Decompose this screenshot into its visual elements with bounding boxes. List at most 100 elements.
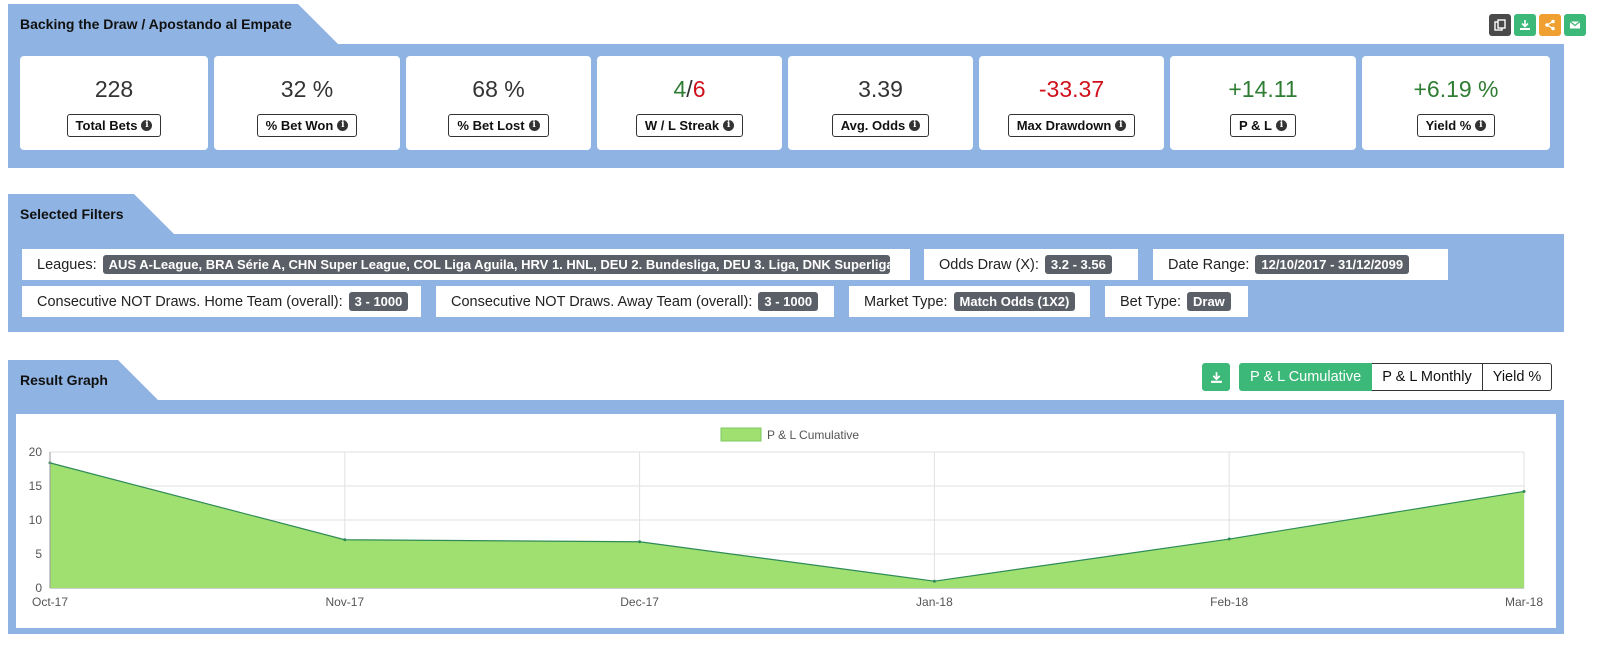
y-tick-label: 0 — [35, 581, 42, 595]
info-icon: i — [528, 120, 540, 131]
filter-market-type[interactable]: Market Type: Match Odds (1X2) — [849, 286, 1090, 317]
filter-odds-draw-value: 3.2 - 3.56 — [1044, 255, 1112, 274]
card-avg-odds: 3.39 Avg. Odds i — [788, 56, 973, 150]
download-icon — [1210, 371, 1222, 383]
y-tick-label: 15 — [29, 479, 43, 493]
filter-date-range[interactable]: Date Range: 12/10/2017 - 31/12/2099 — [1153, 249, 1448, 280]
bet-won-value: 32 % — [280, 76, 334, 102]
filter-market-type-label: Market Type: — [864, 293, 948, 310]
chart-mode-toggle: P & L Cumulative P & L Monthly Yield % — [1239, 363, 1553, 391]
filter-leagues[interactable]: Leagues: AUS A-League, BRA Série A, CHN … — [22, 249, 910, 280]
filter-bet-type-value: Draw — [1187, 292, 1231, 311]
chart-download-button[interactable] — [1202, 363, 1230, 391]
stats-cards: 228 Total Bets i 32 % % Bet Won i 68 % % B… — [20, 56, 1550, 150]
x-tick-label: Oct-17 — [32, 595, 68, 609]
data-point — [932, 579, 936, 583]
x-tick-label: Feb-18 — [1210, 595, 1248, 609]
page-title: Backing the Draw / Apostando al Empate — [20, 16, 292, 32]
chart-container: 0 5 10 15 20 Oct-17 Nov-17 Dec-17 Jan-18 Feb-18 Ma… — [16, 414, 1556, 628]
mail-button[interactable] — [1564, 14, 1586, 36]
x-tick-label: Nov-17 — [325, 595, 364, 609]
y-tick-label: 10 — [29, 513, 43, 527]
filter-date-range-label: Date Range: — [1168, 256, 1250, 273]
filter-leagues-value: AUS A-League, BRA Série A, CHN Super Lea… — [102, 255, 890, 274]
tab-pl-cumulative[interactable]: P & L Cumulative — [1239, 363, 1373, 391]
tab-yield[interactable]: Yield % — [1482, 363, 1553, 391]
avg-odds-label[interactable]: Avg. Odds i — [831, 114, 930, 137]
copy-icon — [1494, 19, 1506, 31]
bet-lost-label[interactable]: % Bet Lost i — [448, 114, 549, 137]
filters-panel: Leagues: AUS A-League, BRA Série A, CHN … — [8, 234, 1564, 332]
graph-title: Result Graph — [20, 372, 108, 388]
win-streak: 4 — [673, 76, 687, 102]
filter-market-type-value: Match Odds (1X2) — [953, 292, 1076, 311]
filters-title: Selected Filters — [20, 206, 124, 222]
filter-home-not-draws[interactable]: Consecutive NOT Draws. Home Team (overal… — [22, 286, 421, 317]
info-icon: i — [1276, 120, 1287, 131]
legend-swatch — [720, 427, 762, 442]
graph-panel: 0 5 10 15 20 Oct-17 Nov-17 Dec-17 Jan-18 Feb-18 Ma… — [8, 400, 1564, 634]
filter-away-not-draws[interactable]: Consecutive NOT Draws. Away Team (overal… — [436, 286, 834, 317]
filter-home-not-draws-label: Consecutive NOT Draws. Home Team (overal… — [37, 293, 343, 310]
copy-button[interactable] — [1489, 14, 1511, 36]
info-icon: i — [909, 120, 921, 131]
card-yield: +6.19 % Yield % i — [1362, 56, 1550, 150]
streak-label[interactable]: W / L Streak i — [635, 114, 744, 137]
max-drawdown-value: -33.37 — [1038, 76, 1105, 102]
info-icon: i — [141, 120, 153, 131]
info-icon: i — [1475, 120, 1487, 131]
stats-section-tab: Backing the Draw / Apostando al Empate — [8, 4, 338, 44]
yield-label[interactable]: Yield % i — [1416, 114, 1496, 137]
stats-panel: 228 Total Bets i 32 % % Bet Won i 68 % % B… — [8, 44, 1564, 168]
tab-pl-monthly[interactable]: P & L Monthly — [1372, 363, 1483, 391]
series-line — [49, 462, 1525, 582]
filter-odds-draw-label: Odds Draw (X): — [939, 256, 1039, 273]
area-fill — [50, 462, 1524, 588]
card-bet-lost: 68 % % Bet Lost i — [406, 56, 591, 150]
info-icon: i — [723, 120, 735, 131]
card-total-bets: 228 Total Bets i — [20, 56, 208, 150]
info-icon: i — [337, 120, 349, 131]
y-tick-label: 5 — [35, 547, 42, 561]
data-point — [638, 540, 642, 544]
filter-bet-type[interactable]: Bet Type: Draw — [1105, 286, 1248, 317]
mail-icon — [1569, 21, 1581, 29]
total-bets-label[interactable]: Total Bets i — [66, 114, 162, 137]
max-drawdown-label[interactable]: Max Drawdown i — [1007, 114, 1136, 137]
avg-odds-value: 3.39 — [858, 76, 903, 102]
filter-away-not-draws-label: Consecutive NOT Draws. Away Team (overal… — [451, 293, 753, 310]
y-tick-label: 20 — [29, 445, 43, 459]
filter-bet-type-label: Bet Type: — [1120, 293, 1181, 310]
download-icon — [1520, 20, 1530, 30]
filter-away-not-draws-value: 3 - 1000 — [758, 292, 819, 311]
card-bet-won: 32 % % Bet Won i — [214, 56, 400, 150]
streak-separator: / — [686, 76, 693, 102]
header-actions — [1489, 14, 1586, 36]
data-point — [343, 538, 347, 542]
loss-streak: 6 — [692, 76, 706, 102]
card-streak: 4/6 W / L Streak i — [597, 56, 782, 150]
bet-lost-value: 68 % — [472, 76, 525, 102]
data-point — [1522, 489, 1526, 493]
streak-value: 4/6 — [674, 75, 706, 103]
share-icon — [1545, 19, 1555, 31]
filter-date-range-value: 12/10/2017 - 31/12/2099 — [1255, 255, 1410, 274]
bet-won-label[interactable]: % Bet Won i — [256, 114, 358, 137]
result-chart: 0 5 10 15 20 Oct-17 Nov-17 Dec-17 Jan-18 Feb-18 Ma… — [29, 427, 1543, 609]
x-tick-label: Mar-18 — [1505, 595, 1543, 609]
filter-odds-draw[interactable]: Odds Draw (X): 3.2 - 3.56 — [924, 249, 1138, 280]
x-tick-label: Jan-18 — [916, 595, 953, 609]
graph-section-tab: Result Graph — [8, 360, 158, 400]
filter-leagues-label: Leagues: — [37, 256, 97, 273]
legend-label: P & L Cumulative — [767, 428, 859, 442]
card-max-drawdown: -33.37 Max Drawdown i — [979, 56, 1164, 150]
pl-value: +14.11 — [1228, 76, 1298, 102]
total-bets-value: 228 — [94, 76, 134, 102]
share-button[interactable] — [1539, 14, 1561, 36]
download-button[interactable] — [1514, 14, 1536, 36]
x-tick-label: Dec-17 — [620, 595, 659, 609]
info-icon: i — [1115, 120, 1127, 131]
filter-home-not-draws-value: 3 - 1000 — [348, 292, 409, 311]
